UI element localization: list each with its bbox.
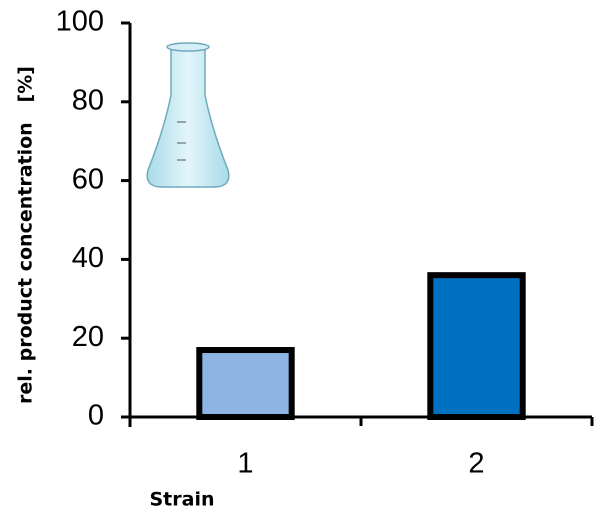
page: rel. product concentration [%] Strain 0 2… [0, 0, 595, 513]
chart: rel. product concentration [%] Strain 0 2… [0, 0, 595, 513]
bar [430, 275, 522, 417]
y-tick-label: 80 [72, 84, 104, 116]
x-tick-label: 2 [468, 448, 484, 480]
y-axis-label: rel. product concentration [%] [15, 66, 37, 404]
y-tick-label: 40 [72, 242, 104, 274]
flask-icon [147, 43, 229, 187]
x-axis-label: Strain [150, 489, 215, 511]
y-tick-label: 60 [72, 163, 104, 195]
y-tick-label: 0 [88, 400, 104, 432]
x-tick-label: 1 [237, 448, 253, 480]
y-tick-label: 20 [72, 321, 104, 353]
y-tick-label: 100 [56, 6, 104, 38]
bar [199, 350, 291, 417]
